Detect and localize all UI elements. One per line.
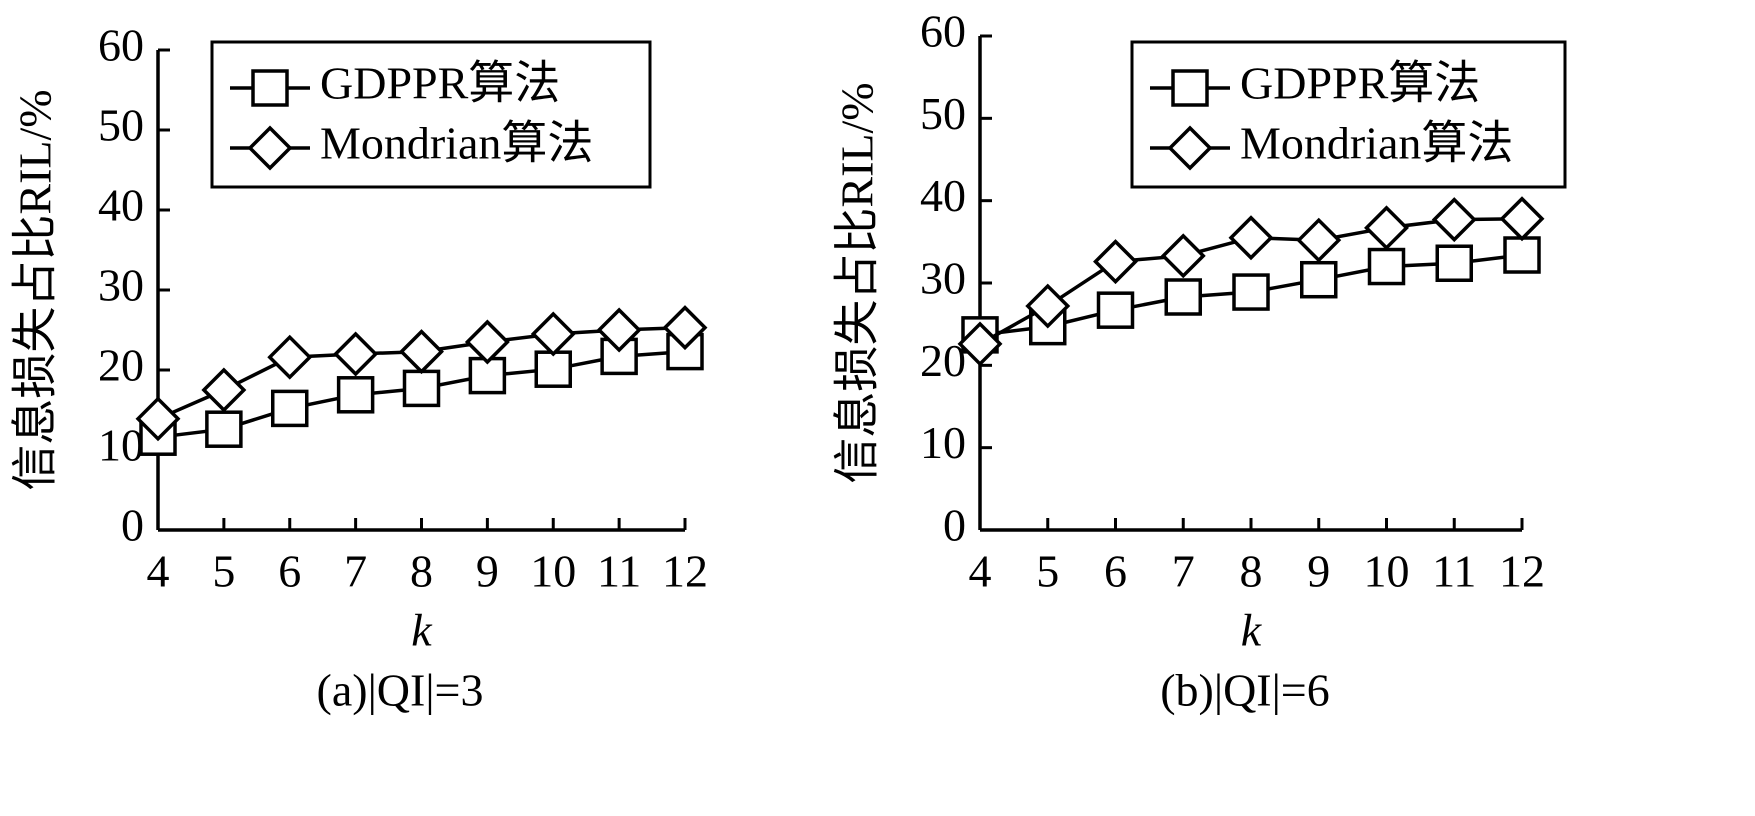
x-tick-label: 8 xyxy=(1240,546,1263,597)
x-tick-label: 7 xyxy=(1172,546,1195,597)
marker-square xyxy=(271,389,309,428)
y-tick-label: 50 xyxy=(920,88,966,139)
y-tick-label: 40 xyxy=(920,170,966,221)
marker-square xyxy=(1300,260,1338,299)
marker-diamond xyxy=(1167,125,1213,171)
x-tick-label: 6 xyxy=(1104,546,1127,597)
legend-box xyxy=(1130,40,1567,189)
x-tick-label: 11 xyxy=(597,546,641,597)
marker-diamond xyxy=(399,329,444,375)
marker-diamond xyxy=(1025,283,1071,329)
y-tick-label: 0 xyxy=(121,500,144,551)
marker-diamond xyxy=(1160,233,1206,279)
marker-square xyxy=(336,376,375,414)
y-tick-label: 20 xyxy=(98,340,144,391)
x-tick-label: 5 xyxy=(212,546,235,597)
x-tick-label: 10 xyxy=(1364,546,1410,597)
marker-diamond xyxy=(464,319,510,365)
marker-diamond xyxy=(1093,239,1138,285)
marker-diamond xyxy=(333,331,379,377)
x-tick-label: 4 xyxy=(969,546,992,597)
marker-square xyxy=(1503,236,1541,274)
marker-square xyxy=(205,410,243,448)
y-tick-label: 30 xyxy=(98,260,144,311)
y-tick-label: 60 xyxy=(920,6,966,57)
y-tick-label: 30 xyxy=(920,253,966,304)
x-tick-label: 6 xyxy=(278,546,301,597)
x-tick-label: 10 xyxy=(530,546,576,597)
y-tick-label: 10 xyxy=(920,417,966,468)
marker-square xyxy=(1435,244,1473,282)
x-tick-label: 9 xyxy=(476,546,499,597)
caption: (a)|QI|=3 xyxy=(317,665,484,716)
y-tick-label: 60 xyxy=(98,20,144,71)
legend-label: GDPPR算法 xyxy=(320,58,560,109)
legend-label: Mondrian算法 xyxy=(1240,118,1513,169)
marker-diamond xyxy=(247,125,293,171)
x-tick-label: 12 xyxy=(662,546,708,597)
marker-square xyxy=(534,350,572,388)
marker-diamond xyxy=(662,305,708,351)
caption: (b)|QI|=6 xyxy=(1160,665,1330,716)
y-tick-label: 10 xyxy=(98,420,144,471)
marker-square xyxy=(251,69,289,107)
x-tick-label: 12 xyxy=(1499,546,1545,597)
marker-diamond xyxy=(1228,215,1274,261)
legend-box xyxy=(210,40,652,189)
marker-diamond xyxy=(530,311,576,357)
marker-square xyxy=(1367,247,1406,286)
marker-diamond xyxy=(1364,205,1409,251)
x-tick-label: 7 xyxy=(344,546,367,597)
x-axis-label: k xyxy=(1241,605,1263,656)
y-axis-label: 信息损失占比RIL/% xyxy=(10,89,61,490)
marker-diamond xyxy=(957,321,1003,367)
y-tick-label: 0 xyxy=(943,500,966,551)
marker-square xyxy=(1171,69,1209,107)
marker-diamond xyxy=(596,307,642,353)
x-tick-label: 8 xyxy=(410,546,433,597)
marker-square xyxy=(402,369,441,408)
marker-diamond xyxy=(1431,197,1477,243)
marker-square xyxy=(1232,273,1270,311)
marker-square xyxy=(1164,278,1202,316)
marker-diamond xyxy=(135,396,181,442)
y-tick-label: 40 xyxy=(98,180,144,231)
x-axis-label: k xyxy=(411,605,433,656)
marker-diamond xyxy=(1296,217,1342,263)
marker-diamond xyxy=(201,367,247,413)
x-tick-label: 9 xyxy=(1307,546,1330,597)
y-tick-label: 50 xyxy=(98,100,144,151)
legend-label: GDPPR算法 xyxy=(1240,58,1480,109)
x-tick-label: 4 xyxy=(147,546,170,597)
marker-square xyxy=(1096,291,1135,329)
marker-diamond xyxy=(1499,196,1545,242)
x-tick-label: 11 xyxy=(1432,546,1476,597)
legend-label: Mondrian算法 xyxy=(320,118,593,169)
marker-diamond xyxy=(267,334,313,380)
y-axis-label: 信息损失占比RIL/% xyxy=(832,82,883,483)
x-tick-label: 5 xyxy=(1036,546,1059,597)
